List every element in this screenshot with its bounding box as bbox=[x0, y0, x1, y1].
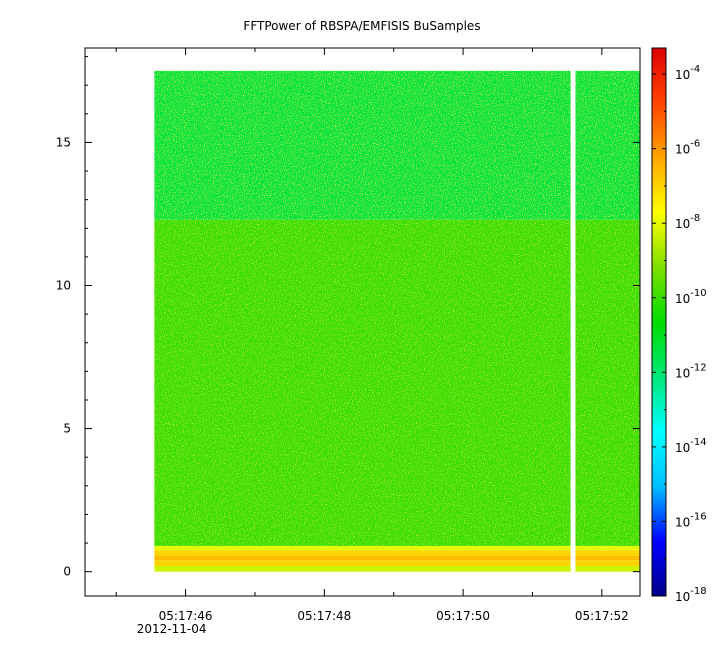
colorbar-fill bbox=[651, 47, 667, 597]
colorbar-tick-exponent: -6 bbox=[690, 139, 700, 150]
x-tick-label: 05:17:46 bbox=[159, 609, 213, 623]
spectrogram-band bbox=[154, 219, 640, 546]
colorbar-tick-exponent: -14 bbox=[690, 437, 706, 448]
colorbar-tick-exponent: -8 bbox=[690, 213, 700, 224]
y-tick-label: 5 bbox=[63, 422, 71, 436]
plot-area bbox=[154, 70, 640, 572]
x-tick-date-label: 2012-11-04 bbox=[137, 622, 207, 636]
colorbar-tick-label: 10-14 bbox=[675, 437, 707, 455]
colorbar-tick-exponent: -10 bbox=[690, 288, 706, 299]
colorbar-tick-exponent: -18 bbox=[690, 586, 706, 597]
spectrogram-band bbox=[154, 545, 640, 551]
spectrogram-band bbox=[154, 560, 640, 566]
y-tick-label: 10 bbox=[56, 279, 71, 293]
colorbar-tick-label: 10-4 bbox=[675, 64, 700, 82]
colorbar-tick-label: 10-6 bbox=[675, 139, 700, 157]
spectrogram-band bbox=[154, 565, 640, 572]
spectrogram-band bbox=[154, 555, 640, 561]
x-tick-label: 05:17:52 bbox=[575, 609, 629, 623]
y-axis: 0 5 10 15 bbox=[56, 56, 640, 579]
colorbar-tick-label: 10-10 bbox=[675, 288, 707, 306]
colorbar-tick-label: 10-18 bbox=[675, 586, 707, 604]
plot-frame bbox=[84, 47, 641, 597]
colorbar-tick-label: 10-12 bbox=[675, 362, 707, 380]
spectrogram-bands bbox=[154, 70, 640, 572]
colorbar-tick-label: 10-8 bbox=[675, 213, 700, 231]
data-gap bbox=[570, 70, 576, 572]
colorbar: 10-4 10-6 10-8 10-10 10-12 10-14 10-16 10-18 bbox=[651, 47, 707, 604]
colorbar-tick-exponent: -16 bbox=[690, 511, 706, 522]
colorbar-tick-exponent: -4 bbox=[690, 64, 700, 75]
chart-title: FFTPower of RBSPA/EMFISIS BuSamples bbox=[243, 19, 480, 33]
y-tick-label: 15 bbox=[56, 135, 71, 149]
colorbar-tick-exponent: -12 bbox=[690, 362, 706, 373]
x-tick-label: 05:17:50 bbox=[436, 609, 490, 623]
spectrogram-band bbox=[154, 550, 640, 556]
y-tick-label: 0 bbox=[63, 565, 71, 579]
spectrogram-band bbox=[154, 70, 640, 220]
colorbar-tick-label: 10-16 bbox=[675, 511, 707, 529]
x-tick-label: 05:17:48 bbox=[297, 609, 351, 623]
